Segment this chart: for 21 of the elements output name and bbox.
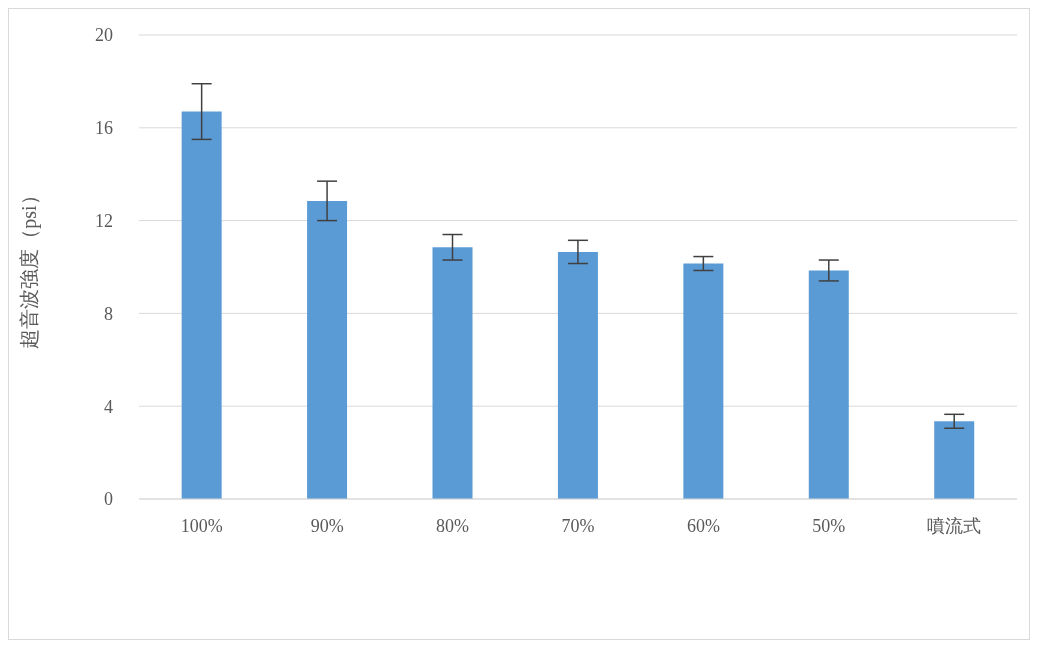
- x-tick-label: 100%: [180, 515, 223, 536]
- x-tick-label: 噴流式: [927, 515, 982, 536]
- y-tick-label: 0: [104, 489, 113, 510]
- y-axis-title: 超音波強度（psi）: [18, 185, 42, 349]
- bar: [181, 111, 222, 499]
- y-tick-label: 20: [95, 25, 113, 46]
- x-tick-label: 60%: [686, 515, 720, 536]
- x-tick-label: 80%: [436, 515, 470, 536]
- bar: [432, 247, 473, 499]
- bar: [307, 200, 348, 499]
- bar: [557, 251, 598, 499]
- bar: [683, 263, 724, 499]
- y-tick-label: 12: [95, 210, 113, 231]
- y-tick-label: 16: [95, 118, 113, 139]
- x-tick-label: 50%: [812, 515, 846, 536]
- y-tick-label: 4: [104, 396, 113, 417]
- bar: [808, 270, 849, 499]
- y-tick-label: 8: [104, 303, 113, 324]
- x-tick-label: 90%: [310, 515, 344, 536]
- bar: [934, 421, 975, 499]
- x-tick-label: 70%: [561, 515, 595, 536]
